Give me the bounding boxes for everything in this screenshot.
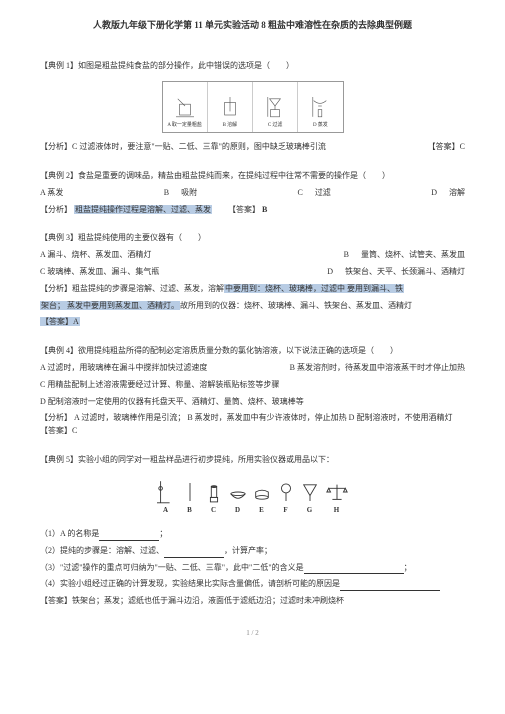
ex3-opt-b-label: 量筒、烧杯、试管夹、蒸发皿	[361, 250, 465, 259]
ex5-l2a: （2）提纯的步骤是：溶解、过滤、	[40, 546, 164, 555]
ex1-b-label: B 溶解	[223, 122, 238, 130]
page-number: 1 / 2	[40, 628, 465, 639]
ex5-l1b: ；	[159, 529, 167, 538]
blank-1	[99, 531, 159, 541]
tool-b: B	[181, 479, 199, 516]
example-2: 【典例 2】食盐是重要的调味品，精盐由粗盐提纯而来，在提纯过程中往常不需要的操作…	[40, 170, 465, 216]
ex5-l2b: ，计算产率；	[224, 546, 272, 555]
tool-a: A	[157, 479, 175, 516]
tool-c-label: C	[211, 505, 216, 516]
ex4-opt-b: B 蒸发溶剂时，待蒸发皿中溶液蒸干时才停止加热	[290, 362, 465, 375]
ex2-opt-c-label: 过滤	[315, 188, 331, 197]
tool-d-label: D	[235, 505, 240, 516]
ex5-answer: 【答案】铁架台；蒸发；滤纸也低于漏斗边沿，液面低于滤纸边沿；过滤时未冲刷烧杯	[40, 595, 465, 608]
tool-a-label: A	[163, 505, 168, 516]
tool-h: H	[325, 479, 349, 516]
ex3-ana3: 要用到漏斗、铁	[346, 284, 404, 293]
ex3-question: 【典例 3】粗盐提纯使用的主要仪器有（ ）	[40, 232, 465, 245]
example-3: 【典例 3】粗盐提纯使用的主要仪器有（ ） A 漏斗、烧杯、蒸发皿、酒精灯 B …	[40, 232, 465, 329]
ex2-ana-label: 【分析】	[40, 205, 72, 214]
ex3-ana4: 架台；	[40, 301, 66, 310]
ex1-c-label: C 过滤	[268, 122, 283, 130]
ex5-figure: A B C D E	[40, 475, 465, 520]
ex3-ana1: 【分析】粗盐提纯的步骤是溶解、过滤、蒸发，溶解	[40, 284, 224, 293]
ex1-fig-d: D 蒸发	[298, 82, 342, 132]
ex2-ana-text: 粗盐提纯操作过程是溶解、过滤、蒸发	[74, 205, 212, 214]
ex2-question: 【典例 2】食盐是重要的调味品，精盐由粗盐提纯而来，在提纯过程中往常不需要的操作…	[40, 170, 465, 183]
tool-f-label: F	[283, 505, 287, 516]
tool-g: G	[301, 479, 319, 516]
ex4-opt-a: A 过滤时，用玻璃棒在漏斗中搅拌加快过滤速度	[40, 362, 207, 375]
ex2-ans-letter: B	[262, 205, 267, 214]
ex4-question: 【典例 4】欲用提纯粗盐所得的配制必定溶质质量分数的氯化钠溶液，以下说法正确的选…	[40, 345, 465, 358]
ex5-l3a: （3）"过滤"操作的重点可归纳为"一贴、二低、三靠"，此中"二低"的含义是	[40, 563, 304, 572]
ex1-figure: A 取一定量粗盐 B 溶解 C 过滤 D 蒸发	[40, 81, 465, 133]
example-1: 【典例 1】如图是粗盐提纯食盐的部分操作，此中错误的选项是（ ） A 取一定量粗…	[40, 60, 465, 154]
ex2-opt-d-label: 溶解	[449, 188, 465, 197]
ex5-question: 【典例 5】实验小组的同学对一粗盐样品进行初步提纯，所用实验仪器或用品以下：	[40, 454, 465, 467]
ex3-opt-d-key: D	[327, 267, 333, 276]
ex2-opt-d-key: D	[431, 188, 437, 197]
ex4-analysis: 【分析】 A 过滤时，玻璃棒作用是引流； B 蒸发时，蒸发皿中有少许液体时，停止…	[40, 412, 465, 438]
ex3-opt-b-key: B	[344, 250, 349, 259]
doc-title: 人教版九年级下册化学第 11 单元实验活动 8 粗盐中难溶性在杂质的去除典型例题	[40, 18, 465, 32]
ex5-l4: （4）实验小组经过正确的计算发现，实验结果比实际含量偏低，请剖析可能的原因是	[40, 579, 340, 588]
ex2-opt-b-label: 吸附	[181, 188, 197, 197]
ex3-opt-d-label: 铁架台、天平、长颈漏斗、酒精灯	[345, 267, 465, 276]
ex1-answer: 【答案】C	[428, 141, 465, 154]
blank-3	[304, 564, 404, 574]
tool-h-label: H	[334, 505, 339, 516]
ex3-ana5: 蒸发中要用到蒸发皿、酒精灯。	[66, 301, 180, 310]
ex5-l3b: ；	[404, 563, 412, 572]
ex1-d-label: D 蒸发	[313, 122, 328, 130]
example-4: 【典例 4】欲用提纯粗盐所得的配制必定溶质质量分数的氯化钠溶液，以下说法正确的选…	[40, 345, 465, 438]
ex2-opt-a: A 蒸发	[40, 187, 63, 200]
ex2-opt-c-key: C	[297, 188, 302, 197]
ex1-analysis: 【分析】C 过滤液体时，要注意"一贴、二低、三靠"的原则，图中缺乏玻璃棒引流	[40, 142, 326, 151]
example-5: 【典例 5】实验小组的同学对一粗盐样品进行初步提纯，所用实验仪器或用品以下： A…	[40, 454, 465, 608]
ex4-opt-d: D 配制溶液时一定使用的仪器有托盘天平、酒精灯、量筒、烧杯、玻璃棒等	[40, 396, 465, 409]
ex1-question: 【典例 1】如图是粗盐提纯食盐的部分操作，此中错误的选项是（ ）	[40, 60, 465, 73]
ex1-fig-c: C 过滤	[253, 82, 298, 132]
ex1-fig-a: A 取一定量粗盐	[163, 82, 208, 132]
ex4-opt-c: C 用精盐配制上述溶液需要经过计算、称量、溶解装瓶贴标签等步骤	[40, 379, 465, 392]
tool-g-label: G	[307, 505, 312, 516]
blank-4	[340, 581, 440, 591]
ex1-fig-b: B 溶解	[208, 82, 253, 132]
ex3-opt-a: A 漏斗、烧杯、蒸发皿、酒精灯	[40, 249, 151, 262]
ex2-ans-label: 【答案】	[228, 205, 260, 214]
ex3-opt-c: C 玻璃棒、蒸发皿、漏斗、集气瓶	[40, 266, 159, 279]
ex5-l1a: （1）A 的名称是	[40, 529, 99, 538]
ex3-ana6: 故所用到的仪器：烧杯、玻璃棒、漏斗、铁架台、蒸发皿、酒精灯	[180, 301, 412, 310]
blank-2	[164, 548, 224, 558]
tool-e-label: E	[259, 505, 264, 516]
ex1-a-label: A 取一定量粗盐	[167, 122, 202, 130]
ex3-answer: 【答案】A	[40, 317, 80, 326]
tool-c: C	[205, 479, 223, 516]
tool-f: F	[277, 479, 295, 516]
ex3-ana2: 中要用到：烧杯、玻璃棒，过滤中	[224, 284, 346, 293]
tool-b-label: B	[187, 505, 192, 516]
tool-e: E	[253, 479, 271, 516]
ex2-opt-b-key: B	[164, 188, 169, 197]
tool-d: D	[229, 479, 247, 516]
